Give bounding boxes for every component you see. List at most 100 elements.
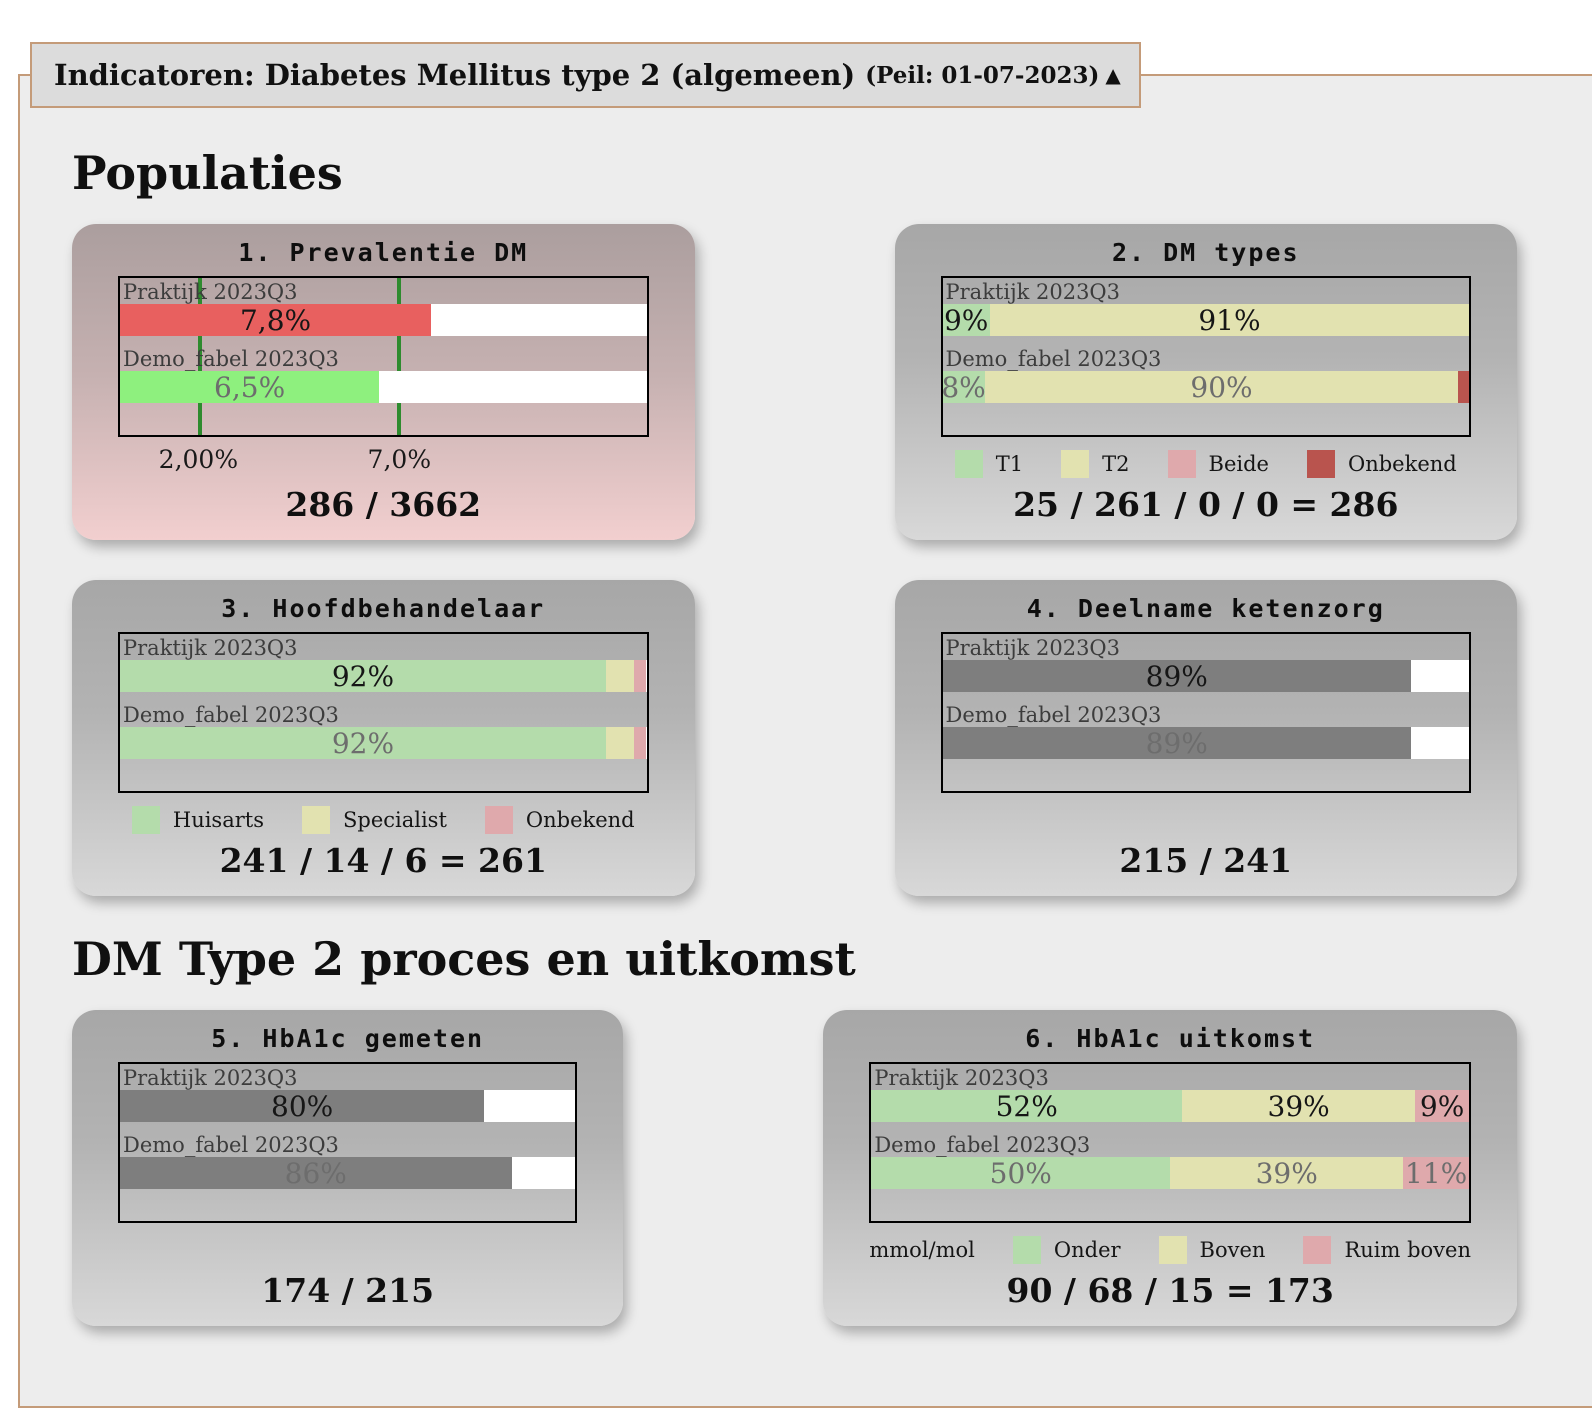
bar-segment <box>634 727 647 759</box>
bar-track: 89% <box>942 659 1469 693</box>
legend-label: Huisarts <box>172 808 264 832</box>
bar-segment: 86% <box>120 1156 512 1190</box>
bar-value: 80% <box>271 1089 334 1123</box>
legend-item: Onbekend <box>1306 450 1457 478</box>
bar-value: 91% <box>1198 303 1261 337</box>
bar-segment: 7,8% <box>120 304 432 337</box>
bar-label: Demo_fabel 2023Q3 <box>945 347 1162 371</box>
indicator-card: 2. DM types Praktijk 2023Q3 9% 91% Demo_fabe… <box>894 224 1517 540</box>
legend-unit-label: mmol/mol <box>869 1238 975 1262</box>
indicator-title: 2. DM types <box>1111 238 1300 267</box>
legend-label: Onbekend <box>525 808 635 832</box>
legend-swatch <box>131 806 160 834</box>
bar-value: 50% <box>989 1156 1052 1190</box>
legend-item: Beide <box>1167 450 1269 478</box>
bar-label: Praktijk 2023Q3 <box>945 280 1121 304</box>
legend-swatch <box>1303 1236 1332 1264</box>
legend-swatch <box>1167 450 1196 478</box>
bar-track: 7,8% <box>120 304 647 337</box>
bar-value: 92% <box>331 659 395 693</box>
bar-chart: Praktijk 2023Q3 9% 91% Demo_fabel 2023Q3 8% 9… <box>940 276 1471 437</box>
bar-segment: 92% <box>120 727 606 760</box>
bar-segment: 89% <box>942 727 1412 760</box>
indicator-content: Populaties 1. Prevalentie DM Praktijk 2023… <box>72 146 1517 1326</box>
bar-value: 86% <box>284 1156 347 1190</box>
bar-segment <box>605 727 635 759</box>
bar-value: 89% <box>1145 659 1208 693</box>
legend-swatch <box>1306 450 1335 478</box>
bar-segment: 39% <box>1170 1156 1404 1190</box>
bar-value: 8% <box>941 370 986 404</box>
bar-track: 92% <box>120 659 647 693</box>
axis-tick-label: 7,0% <box>367 445 432 474</box>
indicator-card: 3. Hoofdbehandelaar Praktijk 2023Q3 92% Dem… <box>72 580 695 896</box>
count-summary: 25 / 261 / 0 / 0 = 286 <box>1013 485 1399 524</box>
indicator-title: 5. HbA1c gemeten <box>211 1024 485 1053</box>
bar-label: Praktijk 2023Q3 <box>945 636 1121 660</box>
bar-track: 86% <box>120 1156 576 1190</box>
panel-header-title: Indicatoren: Diabetes Mellitus type 2 (a… <box>54 58 856 92</box>
axis-row: 2,00% 7,0% <box>118 437 649 485</box>
bar-segment: 9% <box>1415 1089 1469 1123</box>
indicator-card: 6. HbA1c uitkomst Praktijk 2023Q3 52% 39% 9%… <box>823 1010 1517 1326</box>
section-heading: DM Type 2 proces en uitkomst <box>72 932 856 986</box>
legend-label: Onbekend <box>1347 452 1457 476</box>
panel-grid: 5. HbA1c gemeten Praktijk 2023Q3 80% Demo_f… <box>72 1010 1517 1326</box>
bar-track: 50% 39% 11% <box>871 1156 1469 1190</box>
axis-tick-label: 2,00% <box>158 445 239 474</box>
legend-item: T1 <box>954 450 1024 478</box>
panel-header-peil: (Peil: 01-07-2023) <box>865 61 1100 89</box>
bar-segment <box>1458 371 1469 403</box>
collapse-arrow-icon[interactable]: ▲ <box>1105 63 1121 87</box>
bar-chart: Praktijk 2023Q3 89% Demo_fabel 2023Q3 89% <box>940 632 1471 793</box>
indicator-title: 6. HbA1c uitkomst <box>1025 1024 1316 1053</box>
legend-label: Specialist <box>342 808 447 832</box>
legend-item: Onbekend <box>484 806 635 834</box>
bar-rows: Praktijk 2023Q3 52% 39% 9% Demo_fabel 2023Q3… <box>871 1064 1469 1190</box>
bar-label: Praktijk 2023Q3 <box>123 280 298 304</box>
bar-track: 9% 91% <box>942 303 1469 337</box>
bar-value: 11% <box>1405 1156 1468 1190</box>
legend-item: Specialist <box>301 806 447 834</box>
bar-chart: Praktijk 2023Q3 92% Demo_fabel 2023Q3 92% <box>118 632 649 793</box>
spacer-row <box>118 1223 577 1271</box>
bar-value: 39% <box>1267 1089 1330 1123</box>
bar-segment: 39% <box>1182 1089 1416 1123</box>
legend-item: Onder <box>1012 1236 1121 1264</box>
count-summary: 286 / 3662 <box>285 485 482 524</box>
panel-header[interactable]: Indicatoren: Diabetes Mellitus type 2 (a… <box>30 42 1141 108</box>
bar-value: 39% <box>1255 1156 1318 1190</box>
bar-track: 6,5% <box>120 371 647 404</box>
legend-label: T1 <box>995 452 1024 476</box>
bar-chart: Praktijk 2023Q3 52% 39% 9% Demo_fabel 2023Q3… <box>869 1062 1471 1223</box>
bar-segment: 90% <box>984 370 1459 404</box>
threshold-line <box>197 278 202 435</box>
legend-swatch <box>484 806 513 834</box>
bar-track: 52% 39% 9% <box>871 1089 1469 1123</box>
bar-track: 80% <box>120 1089 576 1123</box>
bar-label: Demo_fabel 2023Q3 <box>123 347 339 371</box>
bar-value: 9% <box>943 303 989 337</box>
legend-item: Huisarts <box>131 806 264 834</box>
bar-rows: Praktijk 2023Q3 89% Demo_fabel 2023Q3 89% <box>942 634 1469 760</box>
legend-label: Boven <box>1199 1238 1266 1262</box>
bar-track: 8% 90% <box>941 370 1469 404</box>
legend-label: Onder <box>1053 1238 1121 1262</box>
bar-label: Demo_fabel 2023Q3 <box>945 703 1162 727</box>
bar-value: 90% <box>1190 370 1253 404</box>
legend-swatch <box>1061 450 1090 478</box>
bar-segment: 80% <box>120 1089 485 1123</box>
bar-segment: 89% <box>942 659 1412 693</box>
bar-value: 52% <box>995 1089 1058 1123</box>
indicator-card: 5. HbA1c gemeten Praktijk 2023Q3 80% Demo_f… <box>72 1010 624 1326</box>
legend-label: Beide <box>1208 452 1269 476</box>
legend-row-wrap: mmol/mol Onder Boven Ruim boven <box>869 1223 1471 1271</box>
section-heading: Populaties <box>72 146 343 200</box>
bar-segment: 50% <box>871 1156 1171 1190</box>
bar-segment: 11% <box>1403 1156 1469 1190</box>
bar-label: Demo_fabel 2023Q3 <box>123 703 339 727</box>
legend-label: T2 <box>1102 452 1130 476</box>
bar-track: 89% <box>942 727 1469 760</box>
bar-value: 9% <box>1419 1089 1465 1123</box>
legend-swatch <box>1158 1236 1187 1264</box>
